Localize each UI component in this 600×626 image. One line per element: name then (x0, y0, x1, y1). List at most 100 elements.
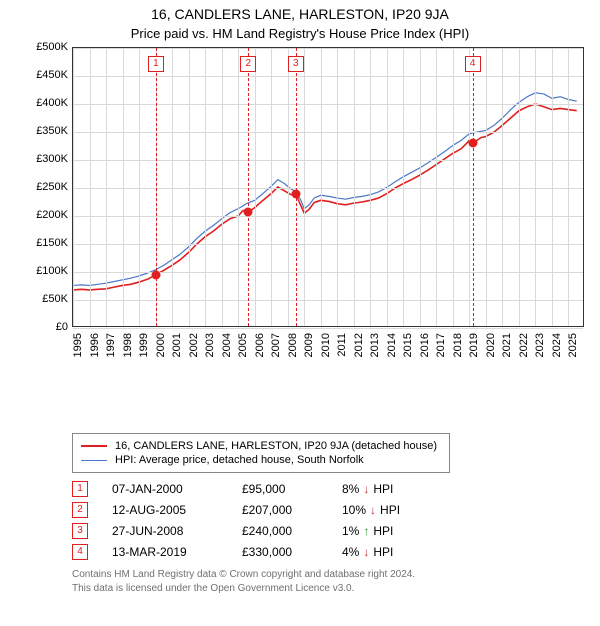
gridline-v (436, 48, 437, 326)
chart-header: 16, CANDLERS LANE, HARLESTON, IP20 9JA P… (0, 6, 600, 41)
attribution-footer: Contains HM Land Registry data © Crown c… (72, 568, 600, 595)
legend-item: 16, CANDLERS LANE, HARLESTON, IP20 9JA (… (81, 440, 441, 452)
gridline-h (73, 188, 583, 189)
legend-swatch (81, 460, 107, 461)
sale-price: £95,000 (242, 482, 342, 496)
sale-reference-line (296, 48, 297, 326)
gridline-v (370, 48, 371, 326)
gridline-v (519, 48, 520, 326)
x-tick-label: 2025 (567, 333, 600, 357)
sale-diff-suffix: HPI (380, 503, 400, 517)
sale-index-badge: 4 (72, 544, 88, 560)
gridline-v (238, 48, 239, 326)
gridline-h (73, 104, 583, 105)
sale-price: £330,000 (242, 545, 342, 559)
gridline-h (73, 48, 583, 49)
y-tick-label: £450K (18, 69, 68, 81)
footer-line-2: This data is licensed under the Open Gov… (72, 582, 600, 596)
footer-line-1: Contains HM Land Registry data © Crown c… (72, 568, 600, 582)
sale-diff-pct: 8% (342, 482, 359, 496)
gridline-v (420, 48, 421, 326)
sale-diff-pct: 1% (342, 524, 359, 538)
sale-reference-line (248, 48, 249, 326)
arrow-up-icon: ↑ (363, 524, 369, 538)
chart-area: £0£50K£100K£150K£200K£250K£300K£350K£400… (28, 47, 588, 377)
arrow-down-icon: ↓ (363, 545, 369, 559)
gridline-v (90, 48, 91, 326)
chart-subtitle: Price paid vs. HM Land Registry's House … (0, 26, 600, 41)
sale-vs-hpi: 4% ↓ HPI (342, 545, 442, 559)
y-tick-label: £200K (18, 209, 68, 221)
gridline-v (106, 48, 107, 326)
sale-reference-line (473, 48, 474, 326)
sale-row: 4 13-MAR-2019£330,0004% ↓ HPI (72, 544, 600, 560)
gridline-h (73, 132, 583, 133)
series-hpi (73, 93, 577, 286)
gridline-h (73, 160, 583, 161)
sale-diff-suffix: HPI (373, 545, 393, 559)
gridline-v (552, 48, 553, 326)
sale-index-badge: 1 (72, 481, 88, 497)
chart-lines (73, 48, 583, 326)
gridline-v (288, 48, 289, 326)
sale-badge-on-chart: 4 (465, 56, 481, 72)
sale-diff-suffix: HPI (373, 524, 393, 538)
y-tick-label: £100K (18, 265, 68, 277)
legend-label: HPI: Average price, detached house, Sout… (115, 454, 364, 466)
y-tick-label: £400K (18, 97, 68, 109)
y-tick-label: £500K (18, 41, 68, 53)
gridline-v (139, 48, 140, 326)
gridline-h (73, 76, 583, 77)
gridline-h (73, 328, 583, 329)
gridline-v (568, 48, 569, 326)
y-tick-label: £300K (18, 153, 68, 165)
gridline-v (222, 48, 223, 326)
gridline-v (469, 48, 470, 326)
gridline-v (387, 48, 388, 326)
sale-badge-on-chart: 3 (288, 56, 304, 72)
y-tick-label: £350K (18, 125, 68, 137)
sale-reference-line (156, 48, 157, 326)
sale-index-badge: 3 (72, 523, 88, 539)
sales-table: 107-JAN-2000£95,0008%↓HPI212-AUG-2005£20… (72, 481, 600, 560)
plot-region: 1 2 3 4 (72, 47, 584, 327)
gridline-v (321, 48, 322, 326)
sale-index-badge: 2 (72, 502, 88, 518)
y-tick-label: £0 (18, 321, 68, 333)
sale-row: 107-JAN-2000£95,0008%↓HPI (72, 481, 600, 497)
sale-date: 12-AUG-2005 (112, 503, 242, 517)
legend-box: 16, CANDLERS LANE, HARLESTON, IP20 9JA (… (72, 433, 450, 473)
sale-marker-dot (468, 139, 477, 148)
gridline-v (403, 48, 404, 326)
gridline-v (354, 48, 355, 326)
sale-vs-hpi: 1% ↑ HPI (342, 524, 442, 538)
gridline-v (189, 48, 190, 326)
sale-badge-on-chart: 2 (240, 56, 256, 72)
gridline-v (123, 48, 124, 326)
gridline-v (535, 48, 536, 326)
gridline-v (205, 48, 206, 326)
sale-date: 13-MAR-2019 (112, 545, 242, 559)
gridline-v (453, 48, 454, 326)
gridline-h (73, 272, 583, 273)
gridline-h (73, 300, 583, 301)
y-tick-label: £150K (18, 237, 68, 249)
arrow-down-icon: ↓ (370, 503, 376, 517)
sale-date: 07-JAN-2000 (112, 482, 242, 496)
gridline-v (304, 48, 305, 326)
sale-marker-dot (291, 189, 300, 198)
gridline-h (73, 216, 583, 217)
sale-date: 27-JUN-2008 (112, 524, 242, 538)
chart-title: 16, CANDLERS LANE, HARLESTON, IP20 9JA (0, 6, 600, 22)
gridline-h (73, 244, 583, 245)
y-tick-label: £250K (18, 181, 68, 193)
legend-label: 16, CANDLERS LANE, HARLESTON, IP20 9JA (… (115, 440, 437, 452)
sale-diff-pct: 4% (342, 545, 359, 559)
sale-price: £240,000 (242, 524, 342, 538)
gridline-v (172, 48, 173, 326)
sale-row: 212-AUG-2005£207,00010%↓HPI (72, 502, 600, 518)
sale-badge-on-chart: 1 (148, 56, 164, 72)
gridline-v (271, 48, 272, 326)
gridline-v (486, 48, 487, 326)
sale-vs-hpi: 10%↓HPI (342, 503, 442, 517)
